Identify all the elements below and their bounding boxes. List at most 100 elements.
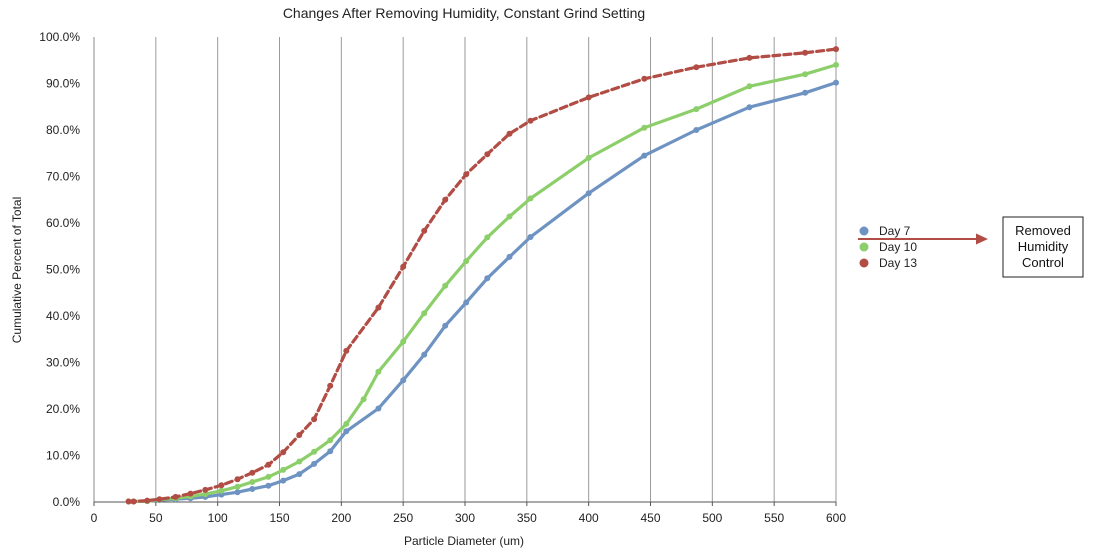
data-point — [833, 79, 839, 86]
y-tick-label: 10.0% — [46, 449, 80, 463]
data-point — [802, 89, 809, 96]
data-point — [156, 496, 163, 503]
x-tick-label: 600 — [826, 511, 846, 525]
data-point — [218, 487, 225, 494]
data-point — [421, 227, 428, 234]
legend: Day 7 Day 10 Day 13 — [859, 224, 917, 270]
data-point — [746, 54, 753, 61]
y-axis-label: Cumulative Percent of Total — [10, 197, 24, 344]
y-tick-label: 60.0% — [46, 216, 80, 230]
data-point — [249, 486, 256, 492]
x-tick-label: 300 — [455, 511, 475, 525]
x-tick-label: 50 — [149, 511, 163, 525]
data-point — [144, 497, 151, 504]
data-point — [641, 152, 648, 159]
y-tick-label: 70.0% — [46, 170, 80, 184]
legend-item: Day 7 — [859, 224, 911, 238]
data-point — [506, 130, 513, 137]
data-point — [327, 382, 334, 389]
data-point — [265, 473, 272, 480]
x-axis-label: Particle Diameter (um) — [404, 534, 524, 548]
data-point — [280, 466, 287, 473]
x-tick-label: 500 — [702, 511, 722, 525]
legend-label: Day 13 — [879, 256, 917, 270]
data-point — [746, 104, 753, 111]
data-point — [280, 477, 287, 484]
data-point — [234, 483, 241, 490]
data-point — [360, 396, 367, 403]
annotation-text: Humidity — [1018, 239, 1069, 254]
data-point — [343, 420, 350, 427]
data-point — [125, 498, 132, 505]
data-point — [802, 49, 809, 56]
data-point — [442, 196, 449, 203]
data-point — [527, 234, 534, 240]
data-point — [202, 491, 209, 498]
data-point — [484, 234, 491, 241]
y-tick-label: 40.0% — [46, 309, 80, 323]
x-tick-label: 450 — [640, 511, 660, 525]
data-point — [463, 258, 470, 265]
data-point — [641, 75, 648, 82]
data-point — [311, 416, 318, 423]
legend-marker — [859, 226, 869, 236]
data-point — [527, 195, 534, 202]
x-tick-label: 350 — [517, 511, 537, 525]
series-day-7 — [125, 79, 839, 505]
data-point — [343, 347, 350, 354]
annotation-arrow-head — [976, 233, 988, 245]
data-point — [343, 428, 350, 435]
data-point — [400, 263, 407, 270]
data-point — [265, 482, 272, 489]
legend-label: Day 10 — [879, 240, 917, 254]
data-point — [249, 469, 256, 476]
data-point — [296, 458, 303, 465]
data-point — [506, 253, 513, 260]
data-point — [833, 46, 839, 53]
data-point — [375, 368, 382, 375]
y-tick-label: 20.0% — [46, 402, 80, 416]
y-tick-label: 90.0% — [46, 77, 80, 91]
data-point — [585, 154, 592, 161]
data-point — [296, 471, 303, 478]
series-line — [127, 81, 838, 504]
data-point — [693, 64, 700, 71]
legend-marker — [859, 258, 869, 268]
data-point — [375, 405, 382, 412]
data-point — [484, 275, 491, 282]
data-point — [234, 489, 241, 496]
data-point — [833, 61, 839, 68]
data-point — [693, 127, 700, 133]
data-point — [327, 437, 334, 444]
x-tick-label: 150 — [269, 511, 289, 525]
data-point — [746, 83, 753, 90]
data-point — [463, 299, 470, 306]
legend-marker — [859, 242, 869, 252]
annotation-text: Removed — [1015, 223, 1071, 238]
legend-label: Day 7 — [879, 224, 911, 238]
data-point — [249, 479, 256, 485]
data-point — [442, 282, 449, 289]
data-point — [641, 124, 648, 131]
data-point — [585, 94, 592, 101]
annotation-box — [1002, 216, 1084, 278]
data-point — [463, 171, 470, 178]
x-tick-label: 550 — [764, 511, 784, 525]
series-layer — [125, 46, 839, 505]
data-point — [442, 322, 449, 329]
data-point — [421, 310, 428, 317]
data-point — [506, 213, 513, 220]
data-point — [265, 461, 272, 468]
data-point — [400, 338, 407, 345]
data-point — [280, 449, 287, 456]
data-point — [187, 490, 194, 497]
data-point — [311, 448, 318, 455]
data-point — [130, 498, 137, 505]
x-tick-label: 0 — [91, 511, 98, 525]
x-tick-label: 200 — [331, 511, 351, 525]
annotation-text: Control — [1022, 255, 1064, 270]
series-day-13 — [125, 46, 839, 505]
data-point — [585, 190, 592, 197]
